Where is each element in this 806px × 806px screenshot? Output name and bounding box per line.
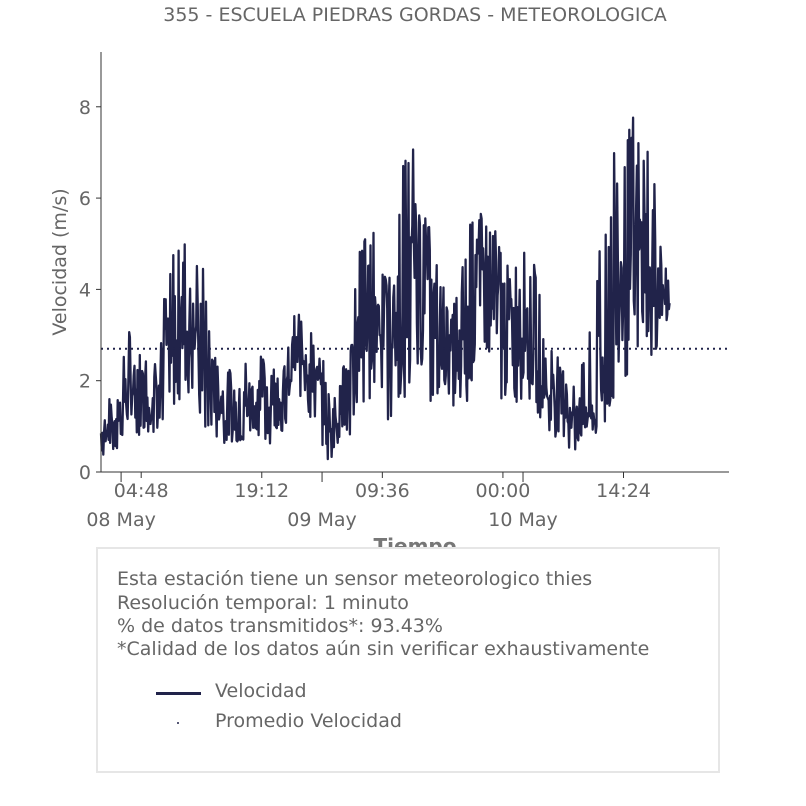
y-axis-label: Velocidad (m/s) <box>49 188 71 335</box>
legend-label-velocidad: Velocidad <box>215 680 307 702</box>
info-quality-text: *Calidad de los datos aún sin verificar … <box>117 638 650 660</box>
legend-line-swatch <box>156 692 201 695</box>
y-axis: 0 2 4 6 8 <box>79 52 102 484</box>
legend-label-promedio: Promedio Velocidad <box>215 710 402 732</box>
y-tick-label: 0 <box>79 462 91 484</box>
x-tick-label: 04:48 <box>114 480 169 502</box>
plot-area <box>99 116 729 461</box>
info-resolution-text: Resolución temporal: 1 minuto <box>117 592 409 614</box>
info-station-text: Esta estación tiene un sensor meteorolog… <box>117 568 593 590</box>
info-transmitted-text: % de datos transmitidos*: 93.43% <box>117 615 443 637</box>
series-velocidad-line <box>99 116 671 461</box>
y-tick-label: 8 <box>79 97 91 119</box>
y-tick-label: 2 <box>79 371 91 393</box>
x-date-label: 09 May <box>287 509 357 531</box>
chart-title: 355 - ESCUELA PIEDRAS GORDAS - METEOROLO… <box>163 4 666 26</box>
x-tick-label: 19:12 <box>234 480 289 502</box>
y-tick-label: 4 <box>79 279 91 301</box>
x-date-label: 08 May <box>86 509 156 531</box>
legend-dot-swatch <box>177 722 179 724</box>
x-tick-label: 09:36 <box>355 480 410 502</box>
x-tick-label: 00:00 <box>476 480 531 502</box>
x-date-label: 10 May <box>488 509 558 531</box>
x-axis: 04:48 19:12 09:36 00:00 14:24 08 May 09 May 10 … <box>86 471 729 531</box>
y-tick-label: 6 <box>79 188 91 210</box>
x-tick-label: 14:24 <box>596 480 651 502</box>
info-box: Esta estación tiene un sensor meteorolog… <box>96 547 720 773</box>
